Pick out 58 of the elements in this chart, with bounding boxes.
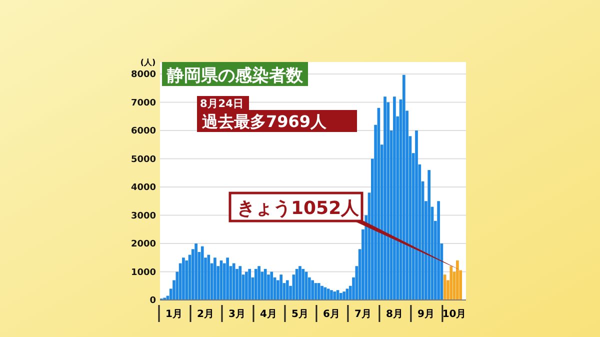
- x-tick-label: 9月: [417, 309, 434, 320]
- chart-title: 静岡県の感染者数: [166, 66, 304, 86]
- bar: [443, 274, 446, 300]
- y-tick-label: 0: [150, 296, 156, 306]
- annotation: 過去最多7969人: [201, 112, 328, 131]
- bar: [415, 130, 418, 300]
- bar: [194, 244, 198, 300]
- x-tick-label: 6月: [322, 309, 340, 320]
- y-tick-label: 7000: [130, 98, 156, 108]
- bar: [200, 246, 204, 300]
- bar: [286, 280, 289, 300]
- x-tick-label: 3月: [228, 309, 246, 320]
- y-tick-label: 1000: [130, 268, 156, 278]
- bar: [437, 201, 440, 300]
- bar: [317, 283, 320, 300]
- bar: [393, 96, 396, 300]
- x-tick-label: 10月: [442, 309, 466, 320]
- annotation: きょう1052人: [237, 198, 360, 219]
- x-tick-label: 5月: [291, 309, 308, 320]
- x-tick-label: 4月: [260, 309, 277, 320]
- bar: [342, 292, 346, 300]
- y-axis-title: (人): [140, 58, 156, 67]
- bar: [254, 268, 258, 300]
- bar: [214, 258, 216, 300]
- x-tick-label: 1月: [166, 309, 182, 320]
- bar: [280, 274, 282, 300]
- x-tick-label: 2月: [197, 309, 214, 320]
- bar: [182, 258, 185, 300]
- bar: [456, 260, 459, 300]
- y-tick-label: 8000: [130, 70, 156, 80]
- bar: [298, 266, 302, 300]
- y-tick-label: 3000: [130, 211, 156, 222]
- bar: [320, 286, 324, 300]
- bar: [238, 266, 242, 300]
- x-tick-label: 8月: [386, 309, 403, 320]
- bar: [340, 292, 342, 300]
- bar: [270, 272, 274, 300]
- bar: [258, 266, 260, 300]
- bar: [248, 268, 252, 300]
- y-tick-label: 4000: [130, 183, 156, 194]
- bar: [428, 170, 431, 300]
- y-tick-label: 6000: [130, 126, 156, 137]
- bar: [450, 266, 453, 300]
- bar: [264, 268, 267, 300]
- y-tick-label: 5000: [130, 154, 156, 165]
- bar: [226, 258, 229, 300]
- y-tick-label: 2000: [130, 240, 156, 250]
- bar: [302, 268, 305, 300]
- bar: [384, 96, 386, 300]
- bar: [330, 290, 333, 300]
- bar: [402, 74, 406, 300]
- bar: [207, 254, 210, 300]
- x-tick-label: 7月: [354, 309, 372, 320]
- bar: [333, 292, 336, 300]
- annotation: 8月24日: [200, 98, 244, 110]
- bar: [232, 263, 236, 300]
- bar: [245, 272, 248, 300]
- bar: [311, 280, 314, 300]
